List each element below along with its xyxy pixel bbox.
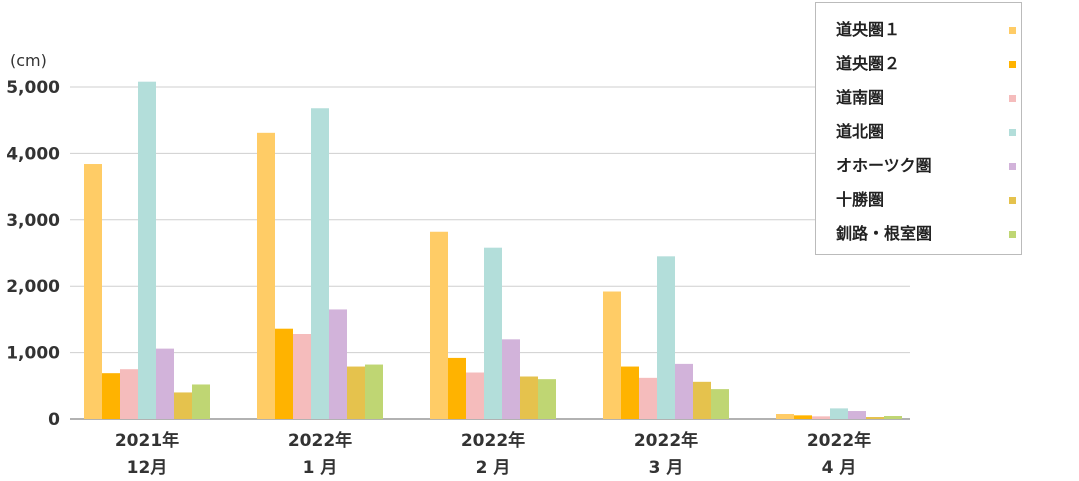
legend-label: 釧路・根室圏 (836, 224, 933, 243)
legend-swatch (1009, 27, 1016, 34)
bar (675, 363, 693, 419)
legend-swatch (1009, 95, 1016, 102)
legend-swatch (1009, 163, 1016, 170)
bar (794, 415, 812, 419)
bar (257, 132, 275, 420)
bar (430, 231, 448, 419)
legend-label: オホーツク圏 (836, 156, 932, 175)
legend-swatch (1009, 61, 1016, 68)
bar (174, 392, 192, 419)
bar (711, 389, 729, 419)
legend-item: 道北圏 (836, 121, 1016, 145)
legend-item: 道央圏１ (836, 19, 1016, 43)
legend-label: 道央圏２ (836, 54, 901, 73)
bar (156, 348, 174, 419)
legend-label: 道南圏 (836, 88, 885, 107)
bars (84, 81, 902, 420)
x-tick-label: 4 月 (822, 458, 857, 478)
bar (448, 357, 466, 419)
bar (812, 416, 830, 419)
bar (776, 414, 794, 419)
bar (639, 377, 657, 419)
y-tick-label: 0 (48, 410, 60, 430)
bar (866, 417, 884, 419)
bar (365, 364, 383, 419)
bar (120, 369, 138, 419)
bar (84, 164, 102, 419)
bar (275, 328, 293, 419)
x-tick-label: 12月 (127, 458, 168, 478)
bar (520, 376, 538, 419)
x-tick-label: 2021年 (115, 430, 179, 451)
bar (502, 339, 520, 419)
x-tick-label: 3 月 (649, 458, 684, 478)
bar (830, 408, 848, 419)
y-axis-ticks: 0 1,000 2,000 3,000 4,000 5,000 (6, 78, 60, 430)
legend-label: 十勝圏 (836, 190, 885, 209)
x-tick-label: 1 月 (303, 458, 338, 478)
legend-item: オホーツク圏 (836, 155, 1016, 179)
legend-label: 道北圏 (836, 122, 885, 141)
legend: 道央圏１ 道央圏２ 道南圏道北圏オホーツク圏 十勝圏釧路・根室圏 (815, 2, 1022, 255)
bar (538, 379, 556, 419)
bar (347, 366, 365, 419)
bar (484, 247, 502, 419)
x-tick-label: 2022年 (807, 430, 871, 451)
y-tick-label: 4,000 (6, 144, 60, 164)
x-axis-labels: 2021年 12月 2022年 1 月 2022年 2 月 2022年 3 月 2022年 4 月 (115, 430, 871, 478)
unit-label: (cm) (10, 51, 47, 70)
y-tick-label: 3,000 (6, 211, 60, 231)
y-tick-label: 5,000 (6, 78, 60, 98)
bar (848, 411, 866, 419)
x-tick-label: 2022年 (461, 430, 525, 451)
bar (102, 373, 120, 419)
legend-swatch (1009, 231, 1016, 238)
bar (138, 81, 156, 420)
legend-label: 道央圏１ (836, 20, 901, 39)
y-tick-label: 2,000 (6, 277, 60, 297)
legend-item: 道央圏２ (836, 53, 1016, 77)
legend-swatch (1009, 197, 1016, 204)
legend-item: 釧路・根室圏 (836, 223, 1016, 247)
bar (657, 256, 675, 419)
bar (311, 108, 329, 420)
x-tick-label: 2 月 (476, 458, 511, 478)
legend-item: 道南圏 (836, 87, 1016, 111)
bar (884, 416, 902, 419)
bar (621, 366, 639, 419)
bar (466, 372, 484, 419)
bar (293, 334, 311, 419)
x-tick-label: 2022年 (288, 430, 352, 451)
y-tick-label: 1,000 (6, 344, 60, 364)
legend-swatch (1009, 129, 1016, 136)
bar (192, 384, 210, 419)
legend-item: 十勝圏 (836, 189, 1016, 213)
x-tick-label: 2022年 (634, 430, 698, 451)
bar (603, 291, 621, 419)
bar (329, 309, 347, 419)
bar (693, 381, 711, 419)
